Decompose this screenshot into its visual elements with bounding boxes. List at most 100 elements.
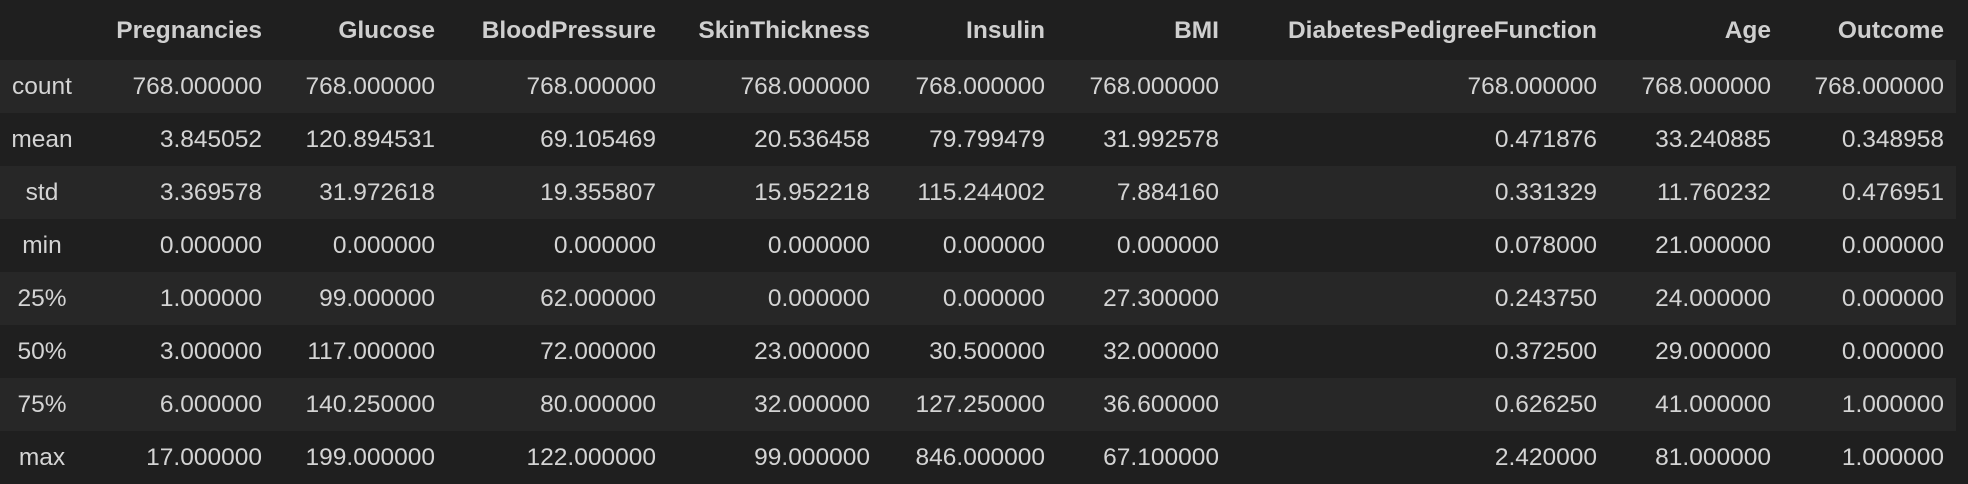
table-cell: 99.000000 — [754, 443, 870, 471]
table-cell: 0.000000 — [159, 231, 262, 259]
table-row: 25% 1.000000 99.000000 62.000000 0.00000… — [0, 272, 1956, 325]
table-cell: 0.626250 — [1494, 390, 1597, 418]
table-cell: 7.884160 — [1116, 178, 1219, 206]
table-cell: 0.000000 — [767, 284, 870, 312]
table-cell: 36.600000 — [1103, 390, 1219, 418]
table-row: mean 3.845052 120.894531 69.105469 20.53… — [0, 113, 1956, 166]
table-cell: 127.250000 — [915, 390, 1045, 418]
table-cell: 768.000000 — [1467, 72, 1597, 100]
table-cell: 62.000000 — [540, 284, 656, 312]
column-header: Outcome — [1837, 17, 1944, 44]
table-cell: 846.000000 — [915, 443, 1045, 471]
table-cell: 0.000000 — [332, 231, 435, 259]
table-cell: 0.000000 — [1841, 284, 1944, 312]
table-cell: 768.000000 — [915, 72, 1045, 100]
table-cell: 768.000000 — [132, 72, 262, 100]
table-cell: 768.000000 — [305, 72, 435, 100]
table-cell: 0.000000 — [1841, 337, 1944, 365]
table-cell: 69.105469 — [540, 125, 656, 153]
row-label: 25% — [17, 284, 67, 312]
column-header: Age — [1724, 17, 1771, 44]
table-cell: 0.476951 — [1841, 178, 1944, 206]
column-header: SkinThickness — [698, 17, 870, 44]
table-cell: 0.000000 — [553, 231, 656, 259]
table-cell: 27.300000 — [1103, 284, 1219, 312]
table-cell: 117.000000 — [307, 337, 435, 365]
table-cell: 23.000000 — [754, 337, 870, 365]
table-cell: 67.100000 — [1103, 443, 1219, 471]
table-cell: 80.000000 — [540, 390, 656, 418]
column-header: Glucose — [338, 17, 435, 44]
table-cell: 768.000000 — [1089, 72, 1219, 100]
row-label: mean — [11, 125, 73, 153]
table-cell: 768.000000 — [1641, 72, 1771, 100]
table-cell: 3.845052 — [159, 125, 262, 153]
table-cell: 11.760232 — [1657, 178, 1771, 206]
table-cell: 0.372500 — [1494, 337, 1597, 365]
table-cell: 768.000000 — [1814, 72, 1944, 100]
column-header: DiabetesPedigreeFunction — [1287, 17, 1597, 44]
table-row: 50% 3.000000 117.000000 72.000000 23.000… — [0, 325, 1956, 378]
table-cell: 0.000000 — [942, 231, 1045, 259]
table-cell: 0.000000 — [767, 231, 870, 259]
table-cell: 19.355807 — [540, 178, 656, 206]
column-header: Insulin — [966, 17, 1045, 44]
table-cell: 41.000000 — [1655, 390, 1771, 418]
table-cell: 31.992578 — [1103, 125, 1219, 153]
row-label: std — [25, 178, 59, 206]
table-cell: 99.000000 — [319, 284, 435, 312]
table-row: std 3.369578 31.972618 19.355807 15.9522… — [0, 166, 1956, 219]
table-cell: 29.000000 — [1655, 337, 1771, 365]
table-cell: 0.000000 — [1841, 231, 1944, 259]
table-cell: 3.369578 — [159, 178, 262, 206]
table-row: 75% 6.000000 140.250000 80.000000 32.000… — [0, 378, 1956, 431]
table-cell: 32.000000 — [1103, 337, 1219, 365]
table-cell: 21.000000 — [1655, 231, 1771, 259]
row-label: count — [12, 72, 72, 100]
table-cell: 79.799479 — [929, 125, 1045, 153]
column-header: Pregnancies — [116, 17, 262, 44]
table-cell: 0.000000 — [942, 284, 1045, 312]
row-label: max — [18, 443, 66, 471]
table-cell: 2.420000 — [1494, 443, 1597, 471]
table-cell: 72.000000 — [540, 337, 656, 365]
row-label: 50% — [17, 337, 67, 365]
table-cell: 115.244002 — [917, 178, 1045, 206]
table-row: min 0.000000 0.000000 0.000000 0.000000 … — [0, 219, 1956, 272]
table-cell: 3.000000 — [159, 337, 262, 365]
table-cell: 0.331329 — [1494, 178, 1597, 206]
table-cell: 31.972618 — [319, 178, 435, 206]
row-label: min — [22, 231, 62, 259]
table-cell: 32.000000 — [754, 390, 870, 418]
table-cell: 120.894531 — [305, 125, 435, 153]
table-cell: 768.000000 — [740, 72, 870, 100]
column-header: BloodPressure — [481, 17, 656, 44]
table-cell: 24.000000 — [1655, 284, 1771, 312]
table-cell: 30.500000 — [929, 337, 1045, 365]
table-cell: 1.000000 — [1841, 390, 1944, 418]
index-header — [0, 0, 86, 60]
table-cell: 0.348958 — [1841, 125, 1944, 153]
table-cell: 17.000000 — [146, 443, 262, 471]
table-cell: 0.078000 — [1494, 231, 1597, 259]
table-cell: 1.000000 — [159, 284, 262, 312]
table-cell: 0.243750 — [1494, 284, 1597, 312]
row-label: 75% — [17, 390, 67, 418]
table-cell: 140.250000 — [305, 390, 435, 418]
table-cell: 199.000000 — [305, 443, 435, 471]
table-cell: 0.000000 — [1116, 231, 1219, 259]
column-header: BMI — [1174, 17, 1219, 44]
table-cell: 6.000000 — [159, 390, 262, 418]
table-cell: 122.000000 — [526, 443, 656, 471]
table-cell: 20.536458 — [754, 125, 870, 153]
table-cell: 1.000000 — [1841, 443, 1944, 471]
header-row: Pregnancies Glucose BloodPressure SkinTh… — [0, 0, 1956, 60]
table-cell: 81.000000 — [1655, 443, 1771, 471]
table-row: count 768.000000 768.000000 768.000000 7… — [0, 60, 1956, 113]
table-cell: 0.471876 — [1494, 125, 1597, 153]
table-cell: 33.240885 — [1655, 125, 1771, 153]
table-row: max 17.000000 199.000000 122.000000 99.0… — [0, 431, 1956, 484]
table-cell: 15.952218 — [754, 178, 870, 206]
